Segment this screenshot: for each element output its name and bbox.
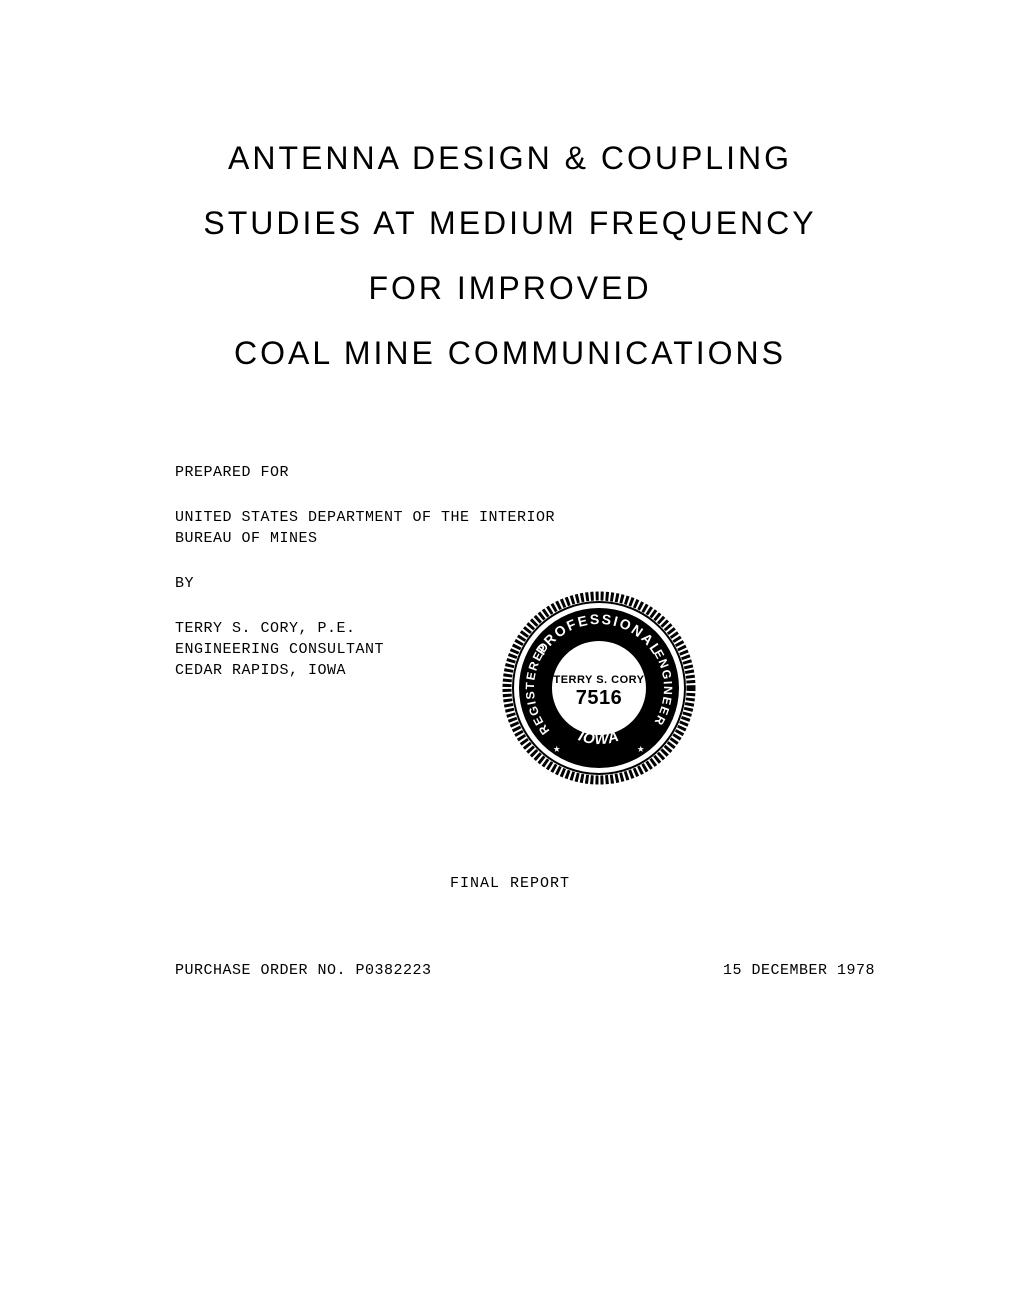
author-role: ENGINEERING CONSULTANT: [175, 639, 384, 660]
purchase-order: PURCHASE ORDER NO. P0382223: [175, 962, 432, 979]
star-icon: ★: [553, 742, 561, 756]
author-name: TERRY S. CORY, P.E.: [175, 618, 384, 639]
seal-name: TERRY S. CORY: [554, 674, 645, 686]
department-line-2: BUREAU OF MINES: [175, 528, 920, 549]
star-icon: ★: [637, 742, 645, 756]
title-line-4: COAL MINE COMMUNICATIONS: [100, 335, 920, 372]
prepared-for-label: PREPARED FOR: [175, 462, 920, 483]
author-seal-row: TERRY S. CORY, P.E. ENGINEERING CONSULTA…: [175, 618, 920, 795]
body-section: PREPARED FOR UNITED STATES DEPARTMENT OF…: [100, 462, 920, 795]
seal-number: 7516: [576, 687, 623, 709]
pe-seal: PROFESSIONAL REGISTERED ENGINEER IOWA: [499, 588, 699, 795]
title-line-2: STUDIES AT MEDIUM FREQUENCY: [100, 205, 920, 242]
po-label: PURCHASE ORDER NO.: [175, 962, 346, 979]
document-title: ANTENNA DESIGN & COUPLING STUDIES AT MED…: [100, 140, 920, 372]
report-date: 15 DECEMBER 1978: [723, 962, 875, 979]
department-line-1: UNITED STATES DEPARTMENT OF THE INTERIOR: [175, 507, 920, 528]
title-line-3: FOR IMPROVED: [100, 270, 920, 307]
footer-row: PURCHASE ORDER NO. P0382223 15 DECEMBER …: [100, 962, 920, 979]
report-type: FINAL REPORT: [100, 875, 920, 892]
department-block: UNITED STATES DEPARTMENT OF THE INTERIOR…: [175, 507, 920, 549]
author-location: CEDAR RAPIDS, IOWA: [175, 660, 384, 681]
seal-svg: PROFESSIONAL REGISTERED ENGINEER IOWA: [499, 588, 699, 788]
po-number: P0382223: [356, 962, 432, 979]
document-page: ANTENNA DESIGN & COUPLING STUDIES AT MED…: [0, 0, 1020, 1311]
title-line-1: ANTENNA DESIGN & COUPLING: [100, 140, 920, 177]
author-block: TERRY S. CORY, P.E. ENGINEERING CONSULTA…: [175, 618, 384, 681]
